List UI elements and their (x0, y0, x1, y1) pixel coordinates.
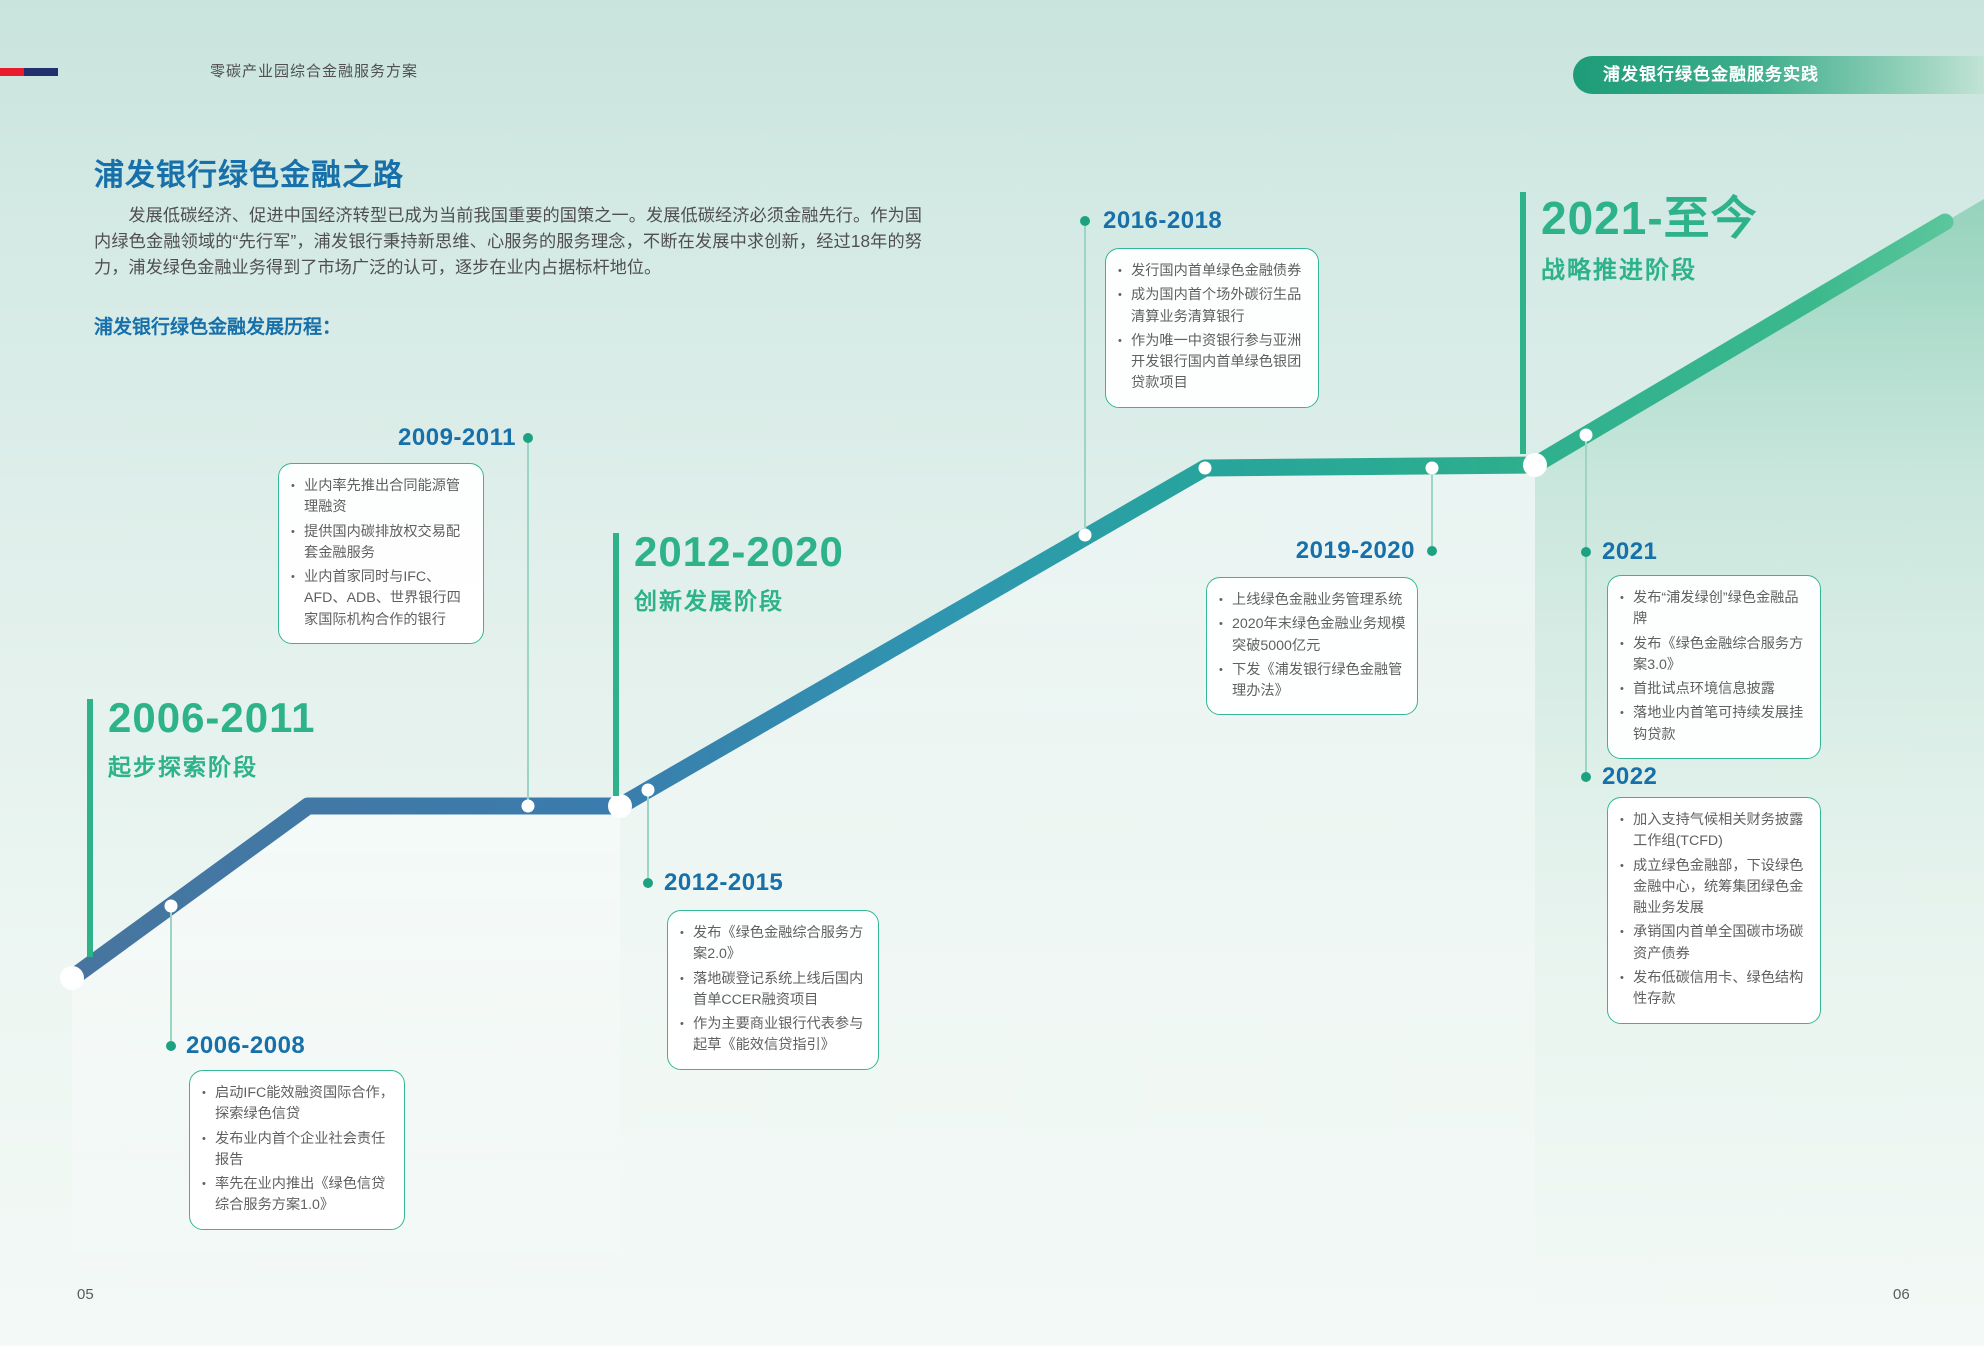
milestone-item: 率先在业内推出《绿色信贷综合服务方案1.0》 (202, 1174, 394, 1217)
intro-paragraph: 发展低碳经济、促进中国经济转型已成为当前我国重要的国策之一。发展低碳经济必须金融… (94, 205, 922, 278)
milestone-box-2022: 加入支持气候相关财务披露工作组(TCFD) 成立绿色金融部，下设绿色金融中心，统… (1607, 797, 1821, 1024)
milestone-item: 成立绿色金融部，下设绿色金融中心，统筹集团绿色金融业务发展 (1620, 856, 1810, 920)
stage-label-2021-now: 2021-至今 战略推进阶段 (1541, 192, 1758, 285)
milestone-item: 落地碳登记系统上线后国内首单CCER融资项目 (680, 969, 868, 1012)
milestone-item: 发布业内首个企业社会责任报告 (202, 1129, 394, 1172)
red-bar (0, 68, 24, 76)
milestone-item: 发布《绿色金融综合服务方案2.0》 (680, 923, 868, 966)
milestone-box-2016-2018: 发行国内首单绿色金融债券 成为国内首个场外碳衍生品清算业务清算银行 作为唯一中资… (1105, 248, 1319, 408)
milestone-item: 承销国内首单全国碳市场碳资产债券 (1620, 922, 1810, 965)
milestone-heading-2012-2015: 2012-2015 (664, 869, 784, 896)
timeline-line (63, 213, 1954, 987)
header-left-tag: 零碳产业园综合金融服务方案 (210, 63, 419, 80)
stage-name: 战略推进阶段 (1541, 257, 1697, 284)
milestone-item: 发行国内首单绿色金融债券 (1118, 261, 1308, 282)
timeline-section-label: 浦发银行绿色金融发展历程： (94, 317, 342, 338)
milestone-box-2012-2015: 发布《绿色金融综合服务方案2.0》 落地碳登记系统上线后国内首单CCER融资项目… (667, 910, 879, 1070)
milestone-list: 上线绿色金融业务管理系统 2020年末绿色金融业务规模突破5000亿元 下发《浦… (1219, 590, 1407, 702)
milestone-item: 作为唯一中资银行参与亚洲开发银行国内首单绿色银团贷款项目 (1118, 331, 1308, 395)
navy-bar (24, 68, 58, 76)
stage-years: 2021-至今 (1541, 192, 1758, 244)
milestone-item: 发布《绿色金融综合服务方案3.0》 (1620, 634, 1810, 677)
milestone-item: 业内首家同时与IFC、AFD、ADB、世界银行四家国际机构合作的银行 (291, 567, 473, 631)
milestone-list: 启动IFC能效融资国际合作，探索绿色信贷 发布业内首个企业社会责任报告 率先在业… (202, 1083, 394, 1217)
stage-years: 2012-2020 (634, 528, 844, 575)
milestone-item: 首批试点环境信息披露 (1620, 679, 1810, 700)
milestone-item: 加入支持气候相关财务披露工作组(TCFD) (1620, 810, 1810, 853)
milestone-item: 发布“浦发绿创”绿色金融品牌 (1620, 588, 1810, 631)
header-accent-bars (0, 68, 58, 76)
milestone-box-2009-2011: 业内率先推出合同能源管理融资 提供国内碳排放权交易配套金融服务 业内首家同时与I… (278, 463, 484, 645)
milestone-box-2021: 发布“浦发绿创”绿色金融品牌 发布《绿色金融综合服务方案3.0》 首批试点环境信… (1607, 575, 1821, 760)
page-number-left: 05 (77, 1286, 94, 1303)
milestone-item: 成为国内首个场外碳衍生品清算业务清算银行 (1118, 285, 1308, 328)
header-right-pill: 浦发银行绿色金融服务实践 (1573, 56, 1984, 94)
stage-name: 起步探索阶段 (108, 754, 258, 780)
timeline-connectors (170, 226, 1587, 1041)
milestone-item: 下发《浦发银行绿色金融管理办法》 (1219, 660, 1407, 703)
milestone-box-2006-2008: 启动IFC能效融资国际合作，探索绿色信贷 发布业内首个企业社会责任报告 率先在业… (189, 1070, 405, 1230)
header-right-tag: 浦发银行绿色金融服务实践 (1603, 65, 1819, 84)
milestone-item: 落地业内首笔可持续发展挂钩贷款 (1620, 703, 1810, 746)
milestone-list: 加入支持气候相关财务披露工作组(TCFD) 成立绿色金融部，下设绿色金融中心，统… (1620, 810, 1810, 1011)
timeline-node-dots (60, 428, 1593, 990)
milestone-item: 提供国内碳排放权交易配套金融服务 (291, 522, 473, 565)
milestone-list: 发布“浦发绿创”绿色金融品牌 发布《绿色金融综合服务方案3.0》 首批试点环境信… (1620, 588, 1810, 746)
milestone-item: 作为主要商业银行代表参与起草《能效信贷指引》 (680, 1014, 868, 1057)
stage-label-2006-2011: 2006-2011 起步探索阶段 (108, 694, 316, 782)
milestone-list: 发行国内首单绿色金融债券 成为国内首个场外碳衍生品清算业务清算银行 作为唯一中资… (1118, 261, 1308, 395)
stage-accent-bar (1520, 192, 1526, 454)
milestone-item: 2020年末绿色金融业务规模突破5000亿元 (1219, 614, 1407, 657)
milestone-item: 上线绿色金融业务管理系统 (1219, 590, 1407, 611)
milestone-heading-2021: 2021 (1602, 538, 1658, 565)
milestone-heading-2016-2018: 2016-2018 (1103, 207, 1223, 234)
stage-accent-bar (87, 699, 93, 957)
page-title: 浦发银行绿色金融之路 (94, 159, 404, 192)
stage-label-2012-2020: 2012-2020 创新发展阶段 (634, 528, 844, 616)
stage-years: 2006-2011 (108, 694, 316, 741)
milestone-item: 发布低碳信用卡、绿色结构性存款 (1620, 968, 1810, 1011)
milestone-heading-2019-2020: 2019-2020 (1295, 537, 1415, 564)
milestone-heading-2009-2011: 2009-2011 (398, 424, 516, 451)
milestone-item: 业内率先推出合同能源管理融资 (291, 476, 473, 519)
page-number-right: 06 (1893, 1286, 1910, 1303)
milestone-heading-dots (166, 216, 1591, 1051)
stage-accent-bar (613, 533, 619, 796)
milestone-list: 业内率先推出合同能源管理融资 提供国内碳排放权交易配套金融服务 业内首家同时与I… (291, 476, 473, 631)
milestone-list: 发布《绿色金融综合服务方案2.0》 落地碳登记系统上线后国内首单CCER融资项目… (680, 923, 868, 1057)
milestone-heading-2022: 2022 (1602, 763, 1658, 790)
milestone-box-2019-2020: 上线绿色金融业务管理系统 2020年末绿色金融业务规模突破5000亿元 下发《浦… (1206, 577, 1418, 716)
stage-name: 创新发展阶段 (634, 588, 784, 614)
milestone-heading-2006-2008: 2006-2008 (186, 1032, 306, 1059)
milestone-item: 启动IFC能效融资国际合作，探索绿色信贷 (202, 1083, 394, 1126)
